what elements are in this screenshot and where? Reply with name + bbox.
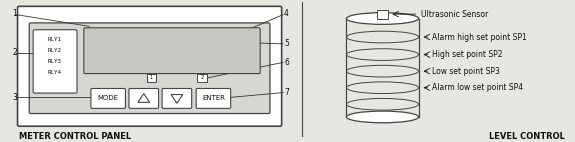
Text: MODE: MODE xyxy=(98,95,118,101)
FancyBboxPatch shape xyxy=(84,28,260,74)
Text: RLY2: RLY2 xyxy=(48,48,62,53)
Text: 4: 4 xyxy=(284,9,289,18)
FancyBboxPatch shape xyxy=(33,30,77,93)
Text: 1: 1 xyxy=(150,75,153,81)
Text: Ultrasonic Sensor: Ultrasonic Sensor xyxy=(420,10,488,19)
FancyBboxPatch shape xyxy=(162,88,191,108)
Text: LEVEL CONTROL: LEVEL CONTROL xyxy=(489,132,565,141)
FancyBboxPatch shape xyxy=(129,88,159,108)
FancyBboxPatch shape xyxy=(196,88,231,108)
Text: 2: 2 xyxy=(12,48,17,57)
Text: METER CONTROL PANEL: METER CONTROL PANEL xyxy=(19,132,131,141)
FancyBboxPatch shape xyxy=(29,23,270,114)
Text: Low set point SP3: Low set point SP3 xyxy=(432,67,500,76)
Text: 6: 6 xyxy=(284,58,289,67)
FancyBboxPatch shape xyxy=(18,6,282,126)
Ellipse shape xyxy=(347,13,419,24)
Bar xyxy=(147,74,156,82)
Text: RLY1: RLY1 xyxy=(48,37,62,42)
Text: 7: 7 xyxy=(284,88,289,97)
Text: 2: 2 xyxy=(201,75,204,81)
Bar xyxy=(377,10,388,18)
Text: RLY4: RLY4 xyxy=(48,70,62,75)
Text: 3: 3 xyxy=(12,93,17,102)
Text: Alarm low set point SP4: Alarm low set point SP4 xyxy=(432,83,523,92)
Text: ENTER: ENTER xyxy=(202,95,225,101)
Text: 1: 1 xyxy=(12,9,17,18)
FancyBboxPatch shape xyxy=(91,88,125,108)
Text: 5: 5 xyxy=(284,39,289,48)
Text: RLY3: RLY3 xyxy=(48,59,62,64)
Bar xyxy=(197,74,207,82)
Text: Alarm high set point SP1: Alarm high set point SP1 xyxy=(432,33,527,41)
Ellipse shape xyxy=(347,111,419,123)
Text: High set point SP2: High set point SP2 xyxy=(432,50,503,59)
